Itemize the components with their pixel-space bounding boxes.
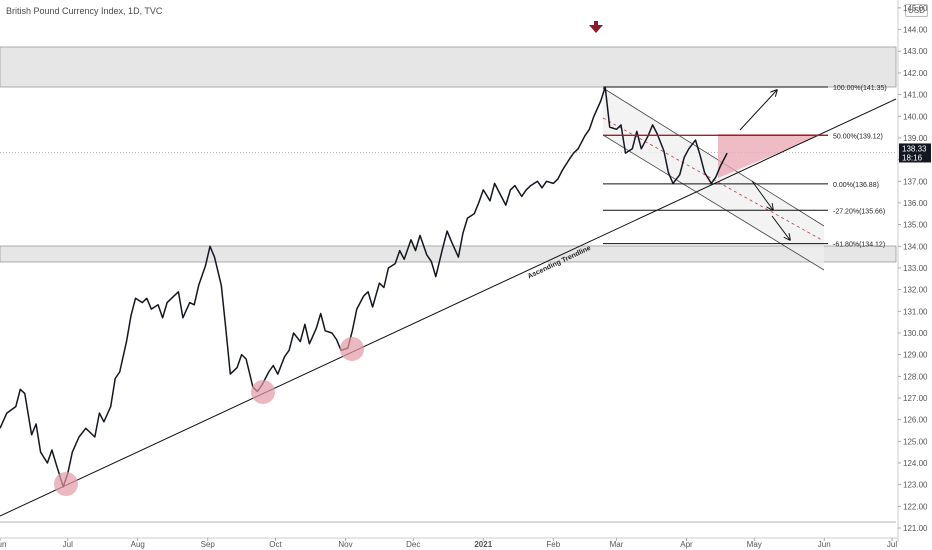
price-series-line bbox=[0, 86, 728, 488]
channel-upper-line bbox=[602, 87, 825, 227]
currency-badge[interactable]: USD bbox=[905, 4, 928, 17]
y-tick-label: 134.00 bbox=[903, 242, 928, 251]
x-tick-label: Oct bbox=[269, 540, 282, 549]
y-tick-label: 125.00 bbox=[903, 437, 928, 446]
ascending-trendline bbox=[0, 98, 897, 517]
y-tick-label: 129.00 bbox=[903, 351, 928, 360]
y-tick-label: 133.00 bbox=[903, 264, 928, 273]
y-tick-label: 137.00 bbox=[903, 177, 928, 186]
x-tick-label: Jun bbox=[0, 540, 6, 549]
x-tick-label: Sep bbox=[201, 540, 216, 549]
x-tick-label: Jul bbox=[63, 540, 73, 549]
y-tick-label: 124.00 bbox=[903, 459, 928, 468]
projection-arrow bbox=[771, 215, 790, 240]
x-tick-label: Apr bbox=[680, 540, 693, 549]
trendline-touch-marker bbox=[54, 472, 78, 496]
down-arrow-marker bbox=[589, 21, 603, 33]
down-arrow-head bbox=[589, 25, 603, 33]
y-tick-label: 141.00 bbox=[903, 91, 928, 100]
chart-title: British Pound Currency Index, 1D, TVC bbox=[6, 6, 163, 16]
y-axis: 121.00 122.00 123.00 124.00 125.00 126.00 127.… bbox=[897, 0, 931, 542]
current-price-tag-bg bbox=[899, 143, 931, 163]
y-tick-label: 139.00 bbox=[903, 134, 928, 143]
y-tick-label: 142.00 bbox=[903, 69, 928, 78]
x-tick-label: Jun bbox=[818, 540, 831, 549]
x-tick-label: Aug bbox=[131, 540, 145, 549]
y-tick-label: 128.00 bbox=[903, 372, 928, 381]
x-tick-label: May bbox=[747, 540, 762, 549]
y-tick-label: 136.00 bbox=[903, 199, 928, 208]
down-arrow-stem bbox=[594, 21, 598, 27]
fib-level-label: 0.00%(136.88) bbox=[833, 182, 879, 189]
y-tick-label: 123.00 bbox=[903, 481, 928, 490]
x-tick-label: 2021 bbox=[474, 540, 492, 549]
channel-lower-line bbox=[602, 134, 825, 271]
x-axis: Jun Jul Aug Sep Oct Nov Dec 2021 Feb Mar Apr May Jun… bbox=[0, 537, 898, 549]
y-tick-label: 132.00 bbox=[903, 286, 928, 295]
fib-level-label: 50.00%(139.12) bbox=[833, 133, 883, 140]
y-tick-label: 143.00 bbox=[903, 47, 928, 56]
x-tick-label: Feb bbox=[546, 540, 560, 549]
projection-arrow bbox=[739, 90, 777, 131]
y-tick-label: 126.00 bbox=[903, 416, 928, 425]
y-tick-label: 122.00 bbox=[903, 502, 928, 511]
fib-level-label: 100.00%(141.35) bbox=[833, 85, 887, 92]
y-tick-label: 144.00 bbox=[903, 26, 928, 35]
trendline-touch-marker bbox=[340, 337, 364, 361]
y-tick-label: 135.00 bbox=[903, 221, 928, 230]
y-tick-label: 131.00 bbox=[903, 307, 928, 316]
projection-arrow bbox=[751, 180, 773, 210]
y-tick-label: 127.00 bbox=[903, 394, 928, 403]
fib-level-label: -27.20%(135.66) bbox=[833, 208, 885, 215]
resistance-zone bbox=[0, 46, 897, 88]
current-price-time: 18:16 bbox=[902, 153, 923, 162]
support-zone bbox=[0, 245, 897, 263]
x-tick-label: Jul bbox=[887, 540, 897, 549]
x-tick-label: Dec bbox=[406, 540, 420, 549]
annotation-layer: Ascending Trendline100.00%(141.35)50.00%… bbox=[0, 21, 897, 517]
y-tick-label: 145.00 bbox=[903, 4, 928, 13]
zones-layer bbox=[0, 46, 897, 523]
y-tick-label: 140.00 bbox=[903, 112, 928, 121]
x-tick-label: Nov bbox=[338, 540, 352, 549]
current-price-value: 138.33 bbox=[902, 144, 927, 153]
fib-level-label: -61.80%(134.12) bbox=[833, 242, 885, 249]
x-tick-label: Mar bbox=[610, 540, 624, 549]
y-tick-label: 121.00 bbox=[903, 524, 928, 533]
price-line-layer bbox=[0, 86, 728, 488]
y-tick-label: 130.00 bbox=[903, 329, 928, 338]
trendline-touch-marker bbox=[251, 380, 275, 404]
